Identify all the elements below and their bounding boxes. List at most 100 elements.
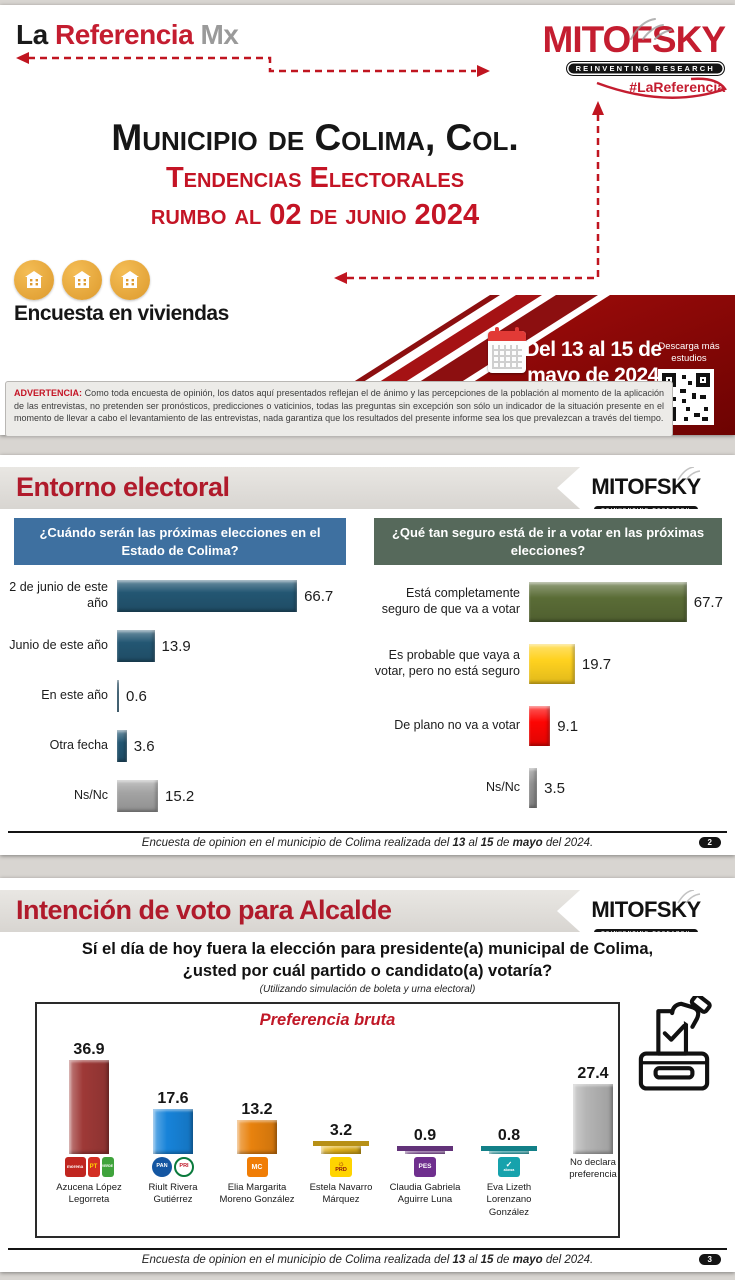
category-label: Ns/Nc [485,780,520,795]
bar [489,1151,529,1154]
entorno-electoral-page: Entorno electoral MITOFSKY REINVENTING R… [0,455,735,855]
page-footer: Encuesta de opinion en el municipio de C… [0,1248,735,1266]
bar [321,1145,361,1154]
candidate-name: Azucena López Legorreta [56,1182,122,1206]
party-icon: ✓ [505,1160,513,1170]
candidate-name: Eva Lizeth Lorenzano González [486,1182,532,1218]
bar [573,1084,613,1154]
footer-text: Encuesta de opinion en el municipio de C… [141,1254,594,1266]
value-label: 19.7 [581,655,612,673]
party-logos: ☼ PRD [330,1157,352,1179]
bar [529,582,687,622]
party-logo-pes: PES [414,1157,436,1177]
bar-row: Otra fecha 3.6 [8,721,356,771]
party-logo-verde: VERDE [101,1157,114,1177]
candidate-column: 13.2 MC Elia Margarita Moreno González [215,1032,299,1219]
section-band: Intención de voto para Alcalde MITOFSKY … [0,890,735,932]
category-label: En este año [41,688,108,703]
value-label: 36.9 [73,1040,105,1058]
category-label: Está completamente seguro de que va a vo… [381,586,520,616]
value-label: 67.7 [693,593,723,611]
value-label: 66.7 [304,587,334,605]
page-number: 3 [698,1254,721,1265]
party-logos: PAN PRI [152,1157,194,1179]
house-icon [62,260,102,300]
category-label: Otra fecha [49,738,108,753]
party-logos: ✓ alianza [498,1157,520,1179]
chart-vote-certainty: Está completamente seguro de que va a vo… [370,571,726,819]
value-label: 15.2 [165,787,195,805]
page-number: 2 [698,837,721,848]
value-label: 3.6 [133,737,155,755]
mitofsky-logo-small: MITOFSKY REINVENTING RESEARCH [557,467,735,509]
la-referencia-logo: La Referencia Mx [16,19,239,51]
bar [117,630,155,662]
value-label: 0.6 [126,687,147,705]
candidate-column: 0.8 ✓ alianza Eva Lizeth Lorenzano González [467,1032,551,1219]
category-label: 2 de junio de este año [9,580,108,610]
cover-title-block: Municipio de Colima, Col. Tendencias Ele… [15,117,615,233]
party-logos: MC [246,1157,268,1179]
value-label: 13.2 [241,1101,273,1119]
mitofsky-wordmark: MITOFSKY [542,19,726,60]
bar [529,644,575,684]
cover-title: Municipio de Colima, Col. [111,117,519,158]
value-label: 17.6 [157,1090,189,1108]
methodology-note: (Utilizando simulación de boleta y urna … [259,984,476,995]
page-footer: Encuesta de opinion en el municipio de C… [0,831,735,849]
section-title: Intención de voto para Alcalde [16,895,392,925]
value-label: 13.9 [161,637,191,655]
bar [529,706,551,746]
party-logo-pri: PRI [174,1157,194,1177]
value-label: 9.1 [557,717,579,735]
bar [117,780,159,812]
party-logo-morena: morena [64,1157,86,1177]
candidate-column: 36.9 morena PT VERDE Azucena López Legorreta [47,1032,131,1219]
candidate-name: Estela Navarro Márquez [309,1182,373,1206]
bar-row: En este año 0.6 [8,671,356,721]
party-icon: ☼ [337,1159,345,1169]
candidate-name: Claudia Gabriela Aguirre Luna [389,1182,461,1206]
ballot-question: Sí el día de hoy fuera la elección para … [81,940,654,981]
results-frame: Preferencia bruta 36.9 morena PT VERDE Azuce… [35,1002,620,1238]
party-logo-pt: PT [87,1157,100,1177]
bar-row: Ns/Nc 15.2 [8,771,356,821]
brand-mx: Mx [200,19,239,50]
bar [529,768,538,808]
calendar-icon [488,327,526,373]
download-studies-label[interactable]: Descarga más estudios [658,341,720,364]
party-logo-pan: PAN [152,1157,172,1177]
candidate-name: Riult Rivera Gutiérrez [148,1182,198,1206]
category-label: Es probable que vaya a votar, pero no es… [374,648,520,678]
candidate-column: 17.6 PAN PRI Riult Rivera Gutiérrez [131,1032,215,1219]
bar-row: Está completamente seguro de que va a vo… [370,571,726,633]
bar-row: 2 de junio de este año 66.7 [8,571,356,621]
house-icon [14,260,54,300]
bar [237,1120,277,1154]
bar [153,1109,193,1154]
bar [117,730,127,762]
chart-election-date: 2 de junio de este año 66.7 Junio de este … [8,571,356,821]
house-icon [110,260,150,300]
footer-text: Encuesta de opinion en el municipio de C… [141,837,594,849]
flourish-icon [630,18,672,40]
value-label: 3.5 [544,779,565,797]
disclaimer-label: ADVERTENCIA: [14,388,83,398]
cover-subtitle: Tendencias Electorales [165,161,465,194]
bar [117,680,119,712]
bar-cap [481,1146,537,1151]
intencion-voto-page: Intención de voto para Alcalde MITOFSKY … [0,878,735,1272]
party-logo-prd: ☼ PRD [330,1157,352,1177]
party-logo-alianza: ✓ alianza [498,1157,520,1177]
bar-row: Ns/Nc 3.5 [370,757,726,819]
section-band: Entorno electoral MITOFSKY REINVENTING R… [0,467,735,509]
candidate-column: 3.2 ☼ PRD Estela Navarro Márquez [299,1032,383,1219]
value-label: 27.4 [577,1065,609,1083]
bar-cap [397,1146,453,1151]
category-label: Junio de este año [9,638,108,653]
party-logos: PES [414,1157,436,1179]
bar [69,1059,109,1154]
party-logos: morena PT VERDE [64,1157,114,1179]
disclaimer-text: ADVERTENCIA: Como toda encuesta de opini… [5,381,673,437]
